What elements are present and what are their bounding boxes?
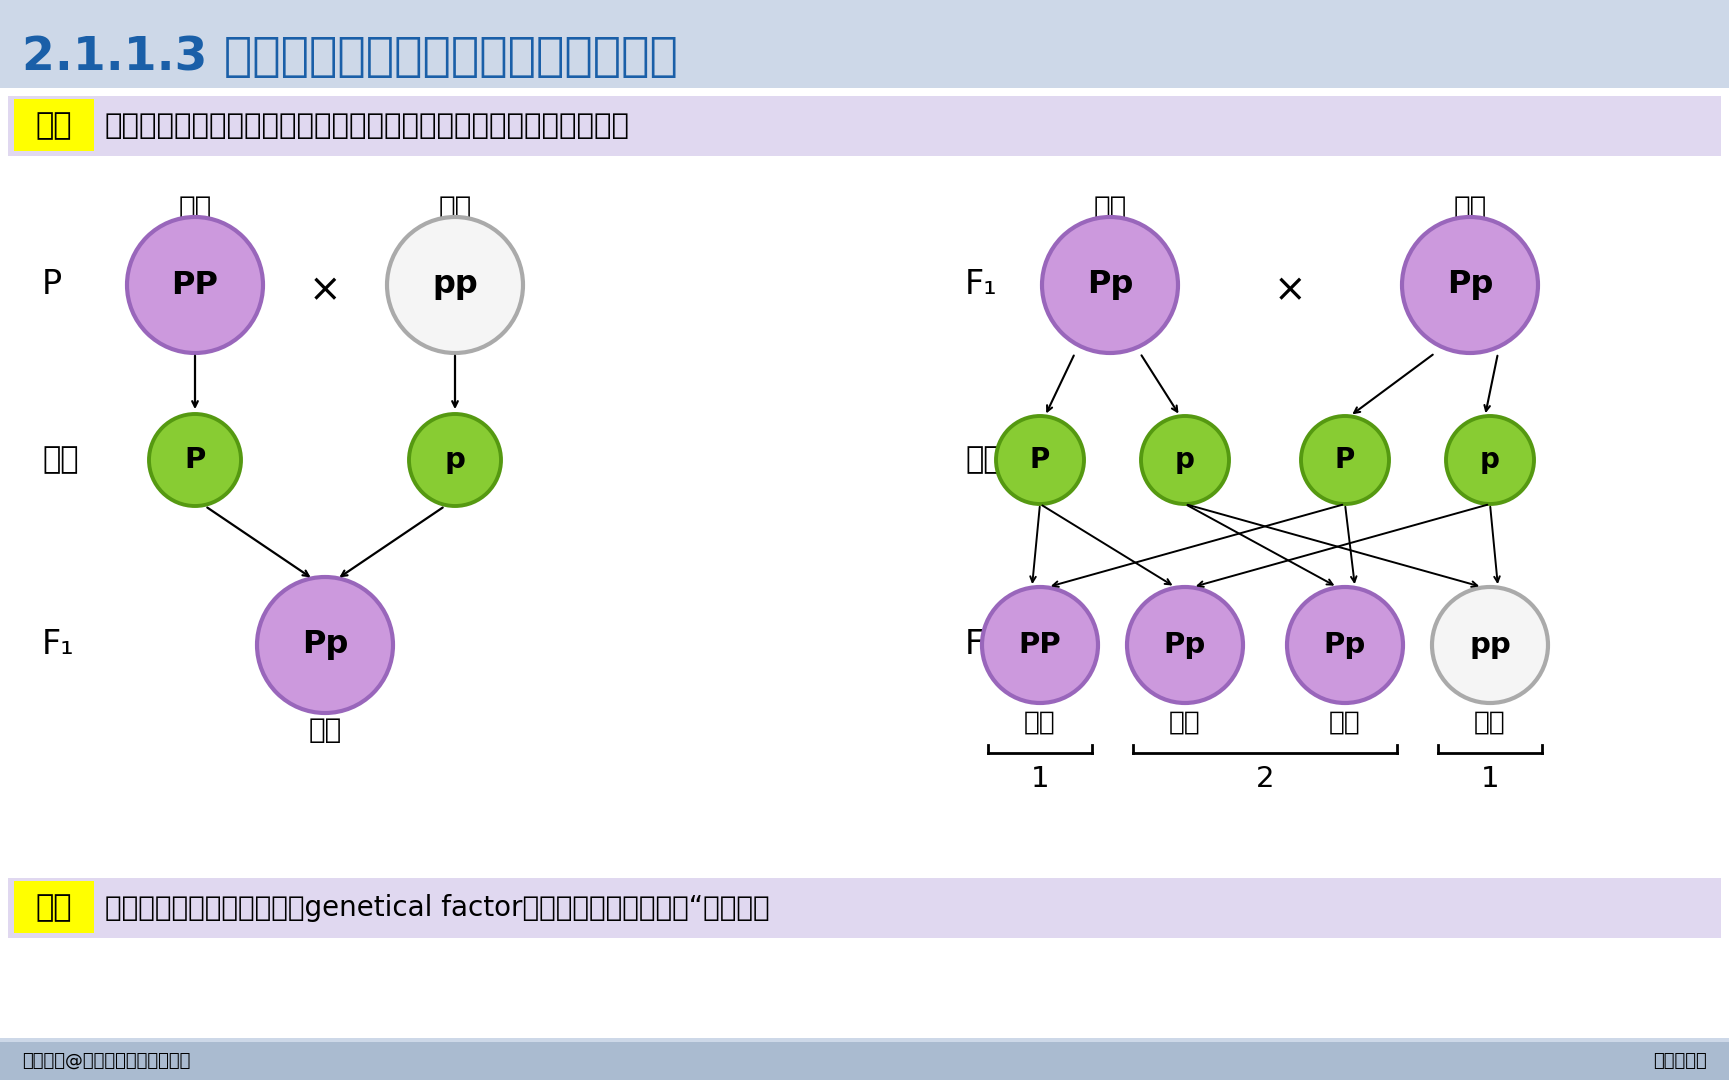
Text: Pp: Pp [1088,270,1132,300]
FancyBboxPatch shape [0,0,1729,87]
Circle shape [1141,416,1229,504]
Circle shape [149,414,240,507]
Text: 紫花: 紫花 [178,194,211,222]
Text: 课件创意@小狗啃骨头（刘永生）: 课件创意@小狗啃骨头（刘永生） [22,1052,190,1070]
Text: P: P [185,446,206,474]
FancyBboxPatch shape [0,87,1729,1038]
Text: 紫花: 紫花 [1024,710,1056,735]
Circle shape [126,217,263,353]
Circle shape [1432,588,1547,703]
Text: 2.1.1.3 对一对相对性状杂交实验现象的解释: 2.1.1.3 对一对相对性状杂交实验现象的解释 [22,36,678,81]
Text: 紫花: 紫花 [1169,710,1202,735]
Text: Pp: Pp [303,630,348,661]
Text: p: p [1480,446,1501,474]
Circle shape [1286,588,1402,703]
FancyBboxPatch shape [9,878,1720,939]
FancyBboxPatch shape [14,881,93,933]
Text: P: P [1030,446,1050,474]
Text: 白花: 白花 [1475,710,1506,735]
Text: 1: 1 [1030,765,1050,793]
Text: 紫花: 紫花 [308,716,342,744]
Text: 问题: 问题 [36,111,73,140]
FancyBboxPatch shape [0,1042,1729,1080]
Circle shape [258,577,392,713]
Text: F₂: F₂ [965,629,998,661]
Text: F₁: F₁ [41,629,74,661]
Text: 1: 1 [1480,765,1499,793]
Text: Pp: Pp [1164,631,1207,659]
Text: ×: × [309,271,341,309]
Text: 紫花: 紫花 [1093,194,1127,222]
Circle shape [1127,588,1243,703]
Circle shape [1402,217,1539,353]
Text: P: P [41,269,62,301]
Circle shape [982,588,1098,703]
Text: 配子: 配子 [965,445,1001,474]
Text: 说明: 说明 [36,893,73,922]
Circle shape [410,414,501,507]
Text: Pp: Pp [1447,270,1494,300]
Text: 紫花: 紫花 [1454,194,1487,222]
Text: PP: PP [1018,631,1062,659]
Circle shape [1300,416,1388,504]
Text: 紫花: 紫花 [1330,710,1361,735]
Text: pp: pp [1470,631,1511,659]
Circle shape [1445,416,1534,504]
Circle shape [1043,217,1177,353]
FancyBboxPatch shape [9,96,1720,156]
Text: ：当代人普遍用遗传因子（genetical factor）来代替上述分析中的“遗传粒子: ：当代人普遍用遗传因子（genetical factor）来代替上述分析中的“遗… [105,894,769,922]
Text: 课件引用图: 课件引用图 [1653,1052,1707,1070]
Circle shape [387,217,522,353]
FancyBboxPatch shape [14,99,93,151]
Text: 2: 2 [1255,765,1274,793]
Text: F₁: F₁ [965,269,998,301]
Text: ×: × [1274,271,1307,309]
Text: Pp: Pp [1324,631,1366,659]
Text: P: P [1335,446,1356,474]
Circle shape [996,416,1084,504]
Text: 配子: 配子 [41,445,78,474]
Text: ：根据上述分析和下方的遗传图解，尝试对性状分离现象做出解释。: ：根据上述分析和下方的遗传图解，尝试对性状分离现象做出解释。 [105,112,629,140]
Text: 白花: 白花 [439,194,472,222]
Text: PP: PP [171,270,218,300]
Text: p: p [444,446,465,474]
Text: p: p [1176,446,1195,474]
Text: pp: pp [432,270,477,300]
